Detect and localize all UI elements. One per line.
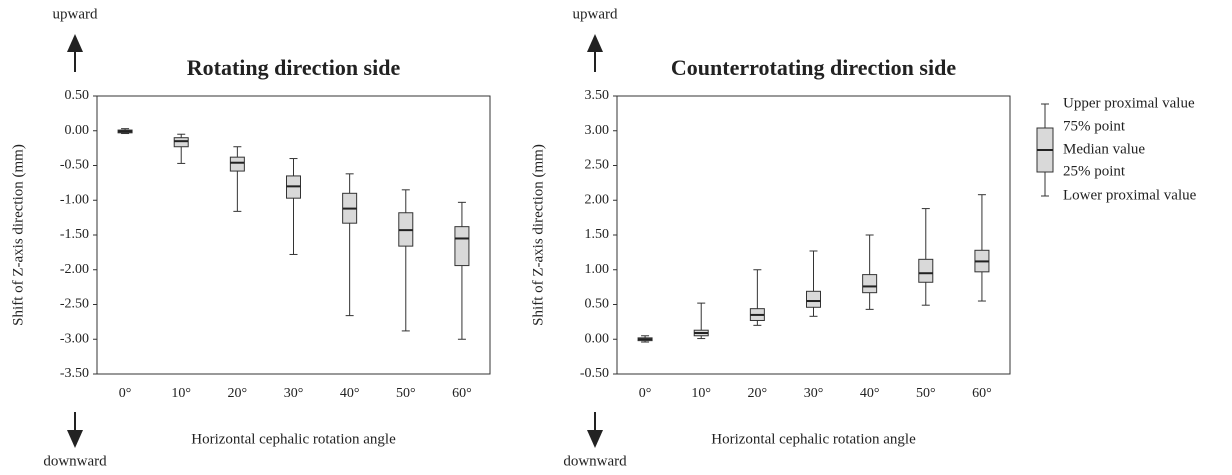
legend-label: 25% point <box>1063 163 1126 179</box>
y-tick-label: 3.00 <box>585 123 610 138</box>
chart-title: Rotating direction side <box>187 55 401 80</box>
y-tick-label: 2.50 <box>585 158 610 173</box>
legend-label: Median value <box>1063 141 1145 157</box>
up-label: upward <box>573 6 618 22</box>
x-tick-label: 40° <box>860 386 880 401</box>
x-tick-label: 50° <box>916 386 936 401</box>
box <box>229 156 245 172</box>
y-tick-label: 0.00 <box>585 331 610 346</box>
x-axis-label: Horizontal cephalic rotation angle <box>711 431 916 447</box>
y-tick-label: -0.50 <box>580 366 609 381</box>
box <box>173 137 189 148</box>
y-tick-label: -1.00 <box>60 192 89 207</box>
y-tick-label: 0.00 <box>65 123 90 138</box>
y-tick-label: -2.50 <box>60 297 89 312</box>
box <box>862 274 878 294</box>
y-tick-label: 1.50 <box>585 227 610 242</box>
x-tick-label: 20° <box>748 386 768 401</box>
y-tick-label: -2.00 <box>60 262 89 277</box>
box <box>806 290 821 308</box>
chart-title: Counterrotating direction side <box>671 55 956 80</box>
y-tick-label: 0.50 <box>65 88 90 103</box>
y-tick-label: -1.50 <box>60 227 89 242</box>
x-tick-label: 40° <box>340 386 360 401</box>
y-tick-label: -0.50 <box>60 158 89 173</box>
up-label: upward <box>53 6 98 22</box>
down-label: downward <box>43 453 107 469</box>
y-tick-label: 1.00 <box>585 262 610 277</box>
legend-label: Upper proximal value <box>1063 95 1195 111</box>
y-tick-label: -3.50 <box>60 366 89 381</box>
y-tick-label: 0.50 <box>585 297 610 312</box>
x-tick-label: 30° <box>284 386 304 401</box>
box <box>918 258 934 283</box>
legend-label: 75% point <box>1063 118 1126 134</box>
x-tick-label: 0° <box>119 386 132 401</box>
y-tick-label: 3.50 <box>585 88 610 103</box>
box <box>454 226 470 267</box>
down-label: downward <box>563 453 627 469</box>
x-tick-label: 0° <box>639 386 652 401</box>
x-tick-label: 20° <box>228 386 248 401</box>
plot-frame <box>616 95 1011 375</box>
x-tick-label: 10° <box>171 386 191 401</box>
legend-label: Lower proximal value <box>1063 187 1197 203</box>
x-tick-label: 30° <box>804 386 824 401</box>
y-axis-label: Shift of Z-axis direction (mm) <box>530 144 546 326</box>
y-tick-label: 2.00 <box>585 192 610 207</box>
x-tick-label: 60° <box>972 386 992 401</box>
y-tick-label: -3.00 <box>60 331 89 346</box>
x-axis-label: Horizontal cephalic rotation angle <box>191 431 396 447</box>
x-tick-label: 10° <box>691 386 711 401</box>
x-tick-label: 50° <box>396 386 416 401</box>
y-axis-label: Shift of Z-axis direction (mm) <box>10 144 26 326</box>
x-tick-label: 60° <box>452 386 472 401</box>
